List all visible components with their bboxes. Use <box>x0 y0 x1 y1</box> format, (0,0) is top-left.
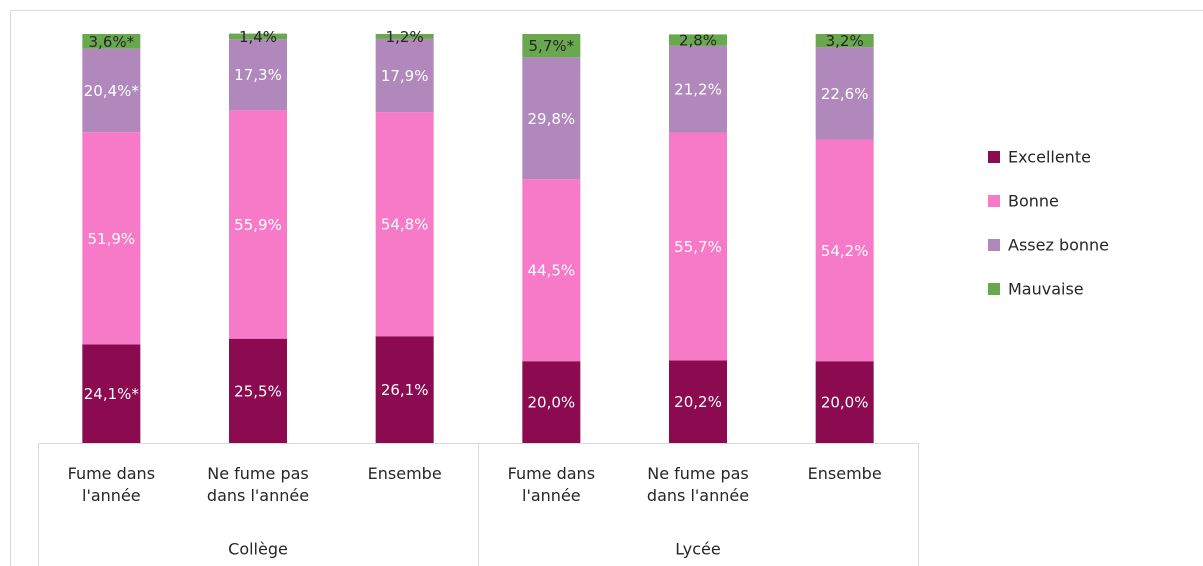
bar-segment <box>669 360 727 443</box>
data-label: 25,5% <box>234 382 282 400</box>
data-label: 1,4% <box>239 28 277 46</box>
bar-segment <box>82 344 141 443</box>
data-label: 20,4%* <box>84 82 140 100</box>
legend-label: Excellente <box>1008 148 1091 167</box>
data-label: 2,8% <box>679 32 717 50</box>
data-label: 22,6% <box>821 85 869 103</box>
bar-segment <box>522 361 581 443</box>
data-label: 17,3% <box>234 66 282 84</box>
legend-swatch <box>988 239 1000 251</box>
bar-segment <box>669 34 727 46</box>
data-label: 54,8% <box>381 216 429 234</box>
bar-segment <box>522 34 581 58</box>
bar-segment <box>82 34 141 49</box>
chart-border <box>10 10 1203 566</box>
data-label: 29,8% <box>528 110 576 128</box>
bar-segment <box>375 336 434 443</box>
data-label: 55,9% <box>234 216 282 234</box>
legend-label: Assez bonne <box>1008 236 1109 255</box>
bar-segment <box>82 48 141 133</box>
bar-segment <box>229 338 287 443</box>
bar-segment <box>229 39 287 111</box>
data-label: 44,5% <box>528 262 576 280</box>
bar-segment <box>815 361 874 443</box>
group-label: Collège <box>228 540 288 559</box>
data-label: 3,6%* <box>89 33 135 51</box>
legend-swatch <box>988 151 1000 163</box>
legend-swatch <box>988 283 1000 295</box>
data-label: 21,2% <box>674 81 722 99</box>
bar-segment <box>815 139 874 362</box>
bar-segment <box>229 110 287 339</box>
data-label: 20,0% <box>528 394 576 412</box>
bar-segment <box>522 57 581 180</box>
x-tick-label: Ensembe <box>807 464 882 483</box>
legend-swatch <box>988 195 1000 207</box>
data-label: 26,1% <box>381 381 429 399</box>
bar-segment <box>375 112 434 337</box>
data-label: 17,9% <box>381 67 429 85</box>
bar-segment <box>815 34 874 48</box>
x-tick-label: Fume dans l'année <box>507 464 596 505</box>
legend-label: Bonne <box>1008 192 1059 211</box>
data-label: 24,1%* <box>84 385 140 403</box>
bar-segment <box>375 38 434 113</box>
x-tick-label: Ne fume pas dans l'année <box>646 464 750 505</box>
data-label: 3,2% <box>826 32 864 50</box>
bar-segment <box>375 34 434 39</box>
group-label: Lycée <box>675 540 720 559</box>
data-label: 1,2% <box>386 28 424 46</box>
x-tick-label: Fume dans l'année <box>67 464 156 505</box>
bar-segment <box>669 132 727 361</box>
x-tick-label: Ensembe <box>367 464 442 483</box>
legend-label: Mauvaise <box>1008 280 1084 299</box>
bar-segment <box>82 132 141 345</box>
bar-segment <box>229 33 287 40</box>
data-label: 5,7%* <box>529 37 575 55</box>
data-label: 54,2% <box>821 242 869 260</box>
data-label: 20,2% <box>674 393 722 411</box>
x-tick-label: Ne fume pas dans l'année <box>206 464 310 505</box>
data-label: 20,0% <box>821 394 869 412</box>
data-label: 55,7% <box>674 238 722 256</box>
bar-segment <box>522 179 581 362</box>
data-label: 51,9% <box>88 230 136 248</box>
bar-segment <box>815 47 874 140</box>
bar-segment <box>669 45 727 133</box>
